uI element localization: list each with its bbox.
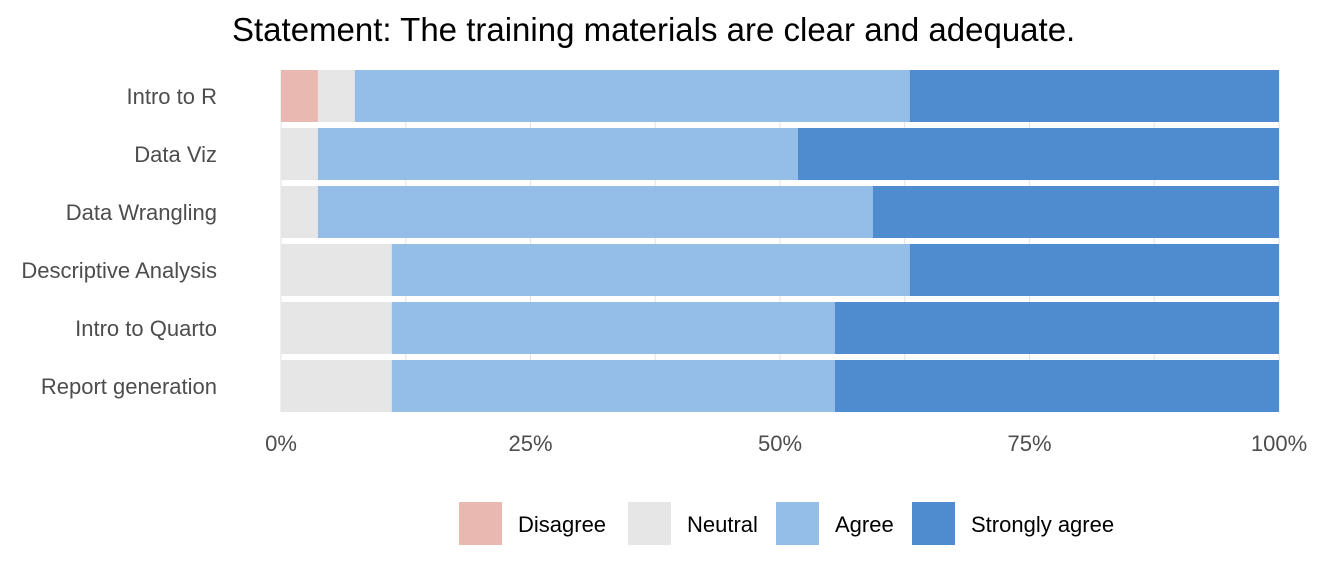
bar-data-wrangling-neutral — [281, 186, 318, 238]
bar-data-wrangling-strongly-agree — [872, 186, 1279, 238]
bar-data-viz-neutral — [281, 128, 318, 180]
legend-label-neutral: Neutral — [687, 512, 758, 537]
legend-key-disagree — [459, 502, 502, 545]
category-label-data-viz: Data Viz — [134, 142, 217, 167]
bar-report-generation-strongly-agree — [834, 360, 1279, 412]
legend-key-neutral — [628, 502, 671, 545]
x-tick-label: 100% — [1251, 431, 1307, 456]
bar-intro-to-quarto-strongly-agree — [834, 302, 1279, 354]
x-tick-label: 0% — [265, 431, 297, 456]
grid — [280, 70, 1280, 412]
legend-label-agree: Agree — [835, 512, 894, 537]
legend-label-disagree: Disagree — [518, 512, 606, 537]
category-label-report-generation: Report generation — [41, 374, 217, 399]
category-label-intro-to-quarto: Intro to Quarto — [75, 316, 217, 341]
bar-intro-to-r-neutral — [317, 70, 355, 122]
bar-descriptive-analysis-agree — [391, 244, 910, 296]
bar-descriptive-analysis-strongly-agree — [909, 244, 1279, 296]
x-tick-label: 75% — [1007, 431, 1051, 456]
bar-descriptive-analysis-neutral — [281, 244, 392, 296]
category-label-data-wrangling: Data Wrangling — [66, 200, 217, 225]
bar-report-generation-agree — [391, 360, 835, 412]
bar-data-viz-strongly-agree — [797, 128, 1279, 180]
x-tick-label: 25% — [508, 431, 552, 456]
bar-intro-to-r-disagree — [281, 70, 318, 122]
bars — [281, 70, 1279, 412]
x-axis-ticks: 0% 25% 50% 75% 100% — [265, 431, 1307, 456]
legend: Disagree Neutral Agree Strongly agree — [459, 502, 1114, 545]
bar-data-wrangling-agree — [317, 186, 873, 238]
category-label-intro-to-r: Intro to R — [127, 84, 217, 109]
legend-key-strongly-agree — [912, 502, 955, 545]
category-labels: Intro to R Data Viz Data Wrangling Descript… — [21, 84, 217, 399]
legend-label-strongly-agree: Strongly agree — [971, 512, 1114, 537]
legend-key-agree — [776, 502, 819, 545]
bar-intro-to-quarto-agree — [391, 302, 835, 354]
category-label-descriptive-analysis: Descriptive Analysis — [21, 258, 217, 283]
bar-intro-to-quarto-neutral — [281, 302, 392, 354]
bar-data-viz-agree — [317, 128, 798, 180]
bar-intro-to-r-strongly-agree — [909, 70, 1279, 122]
x-tick-label: 50% — [758, 431, 802, 456]
bar-report-generation-neutral — [281, 360, 392, 412]
chart-title: Statement: The training materials are cl… — [232, 11, 1075, 48]
bar-intro-to-r-agree — [354, 70, 910, 122]
